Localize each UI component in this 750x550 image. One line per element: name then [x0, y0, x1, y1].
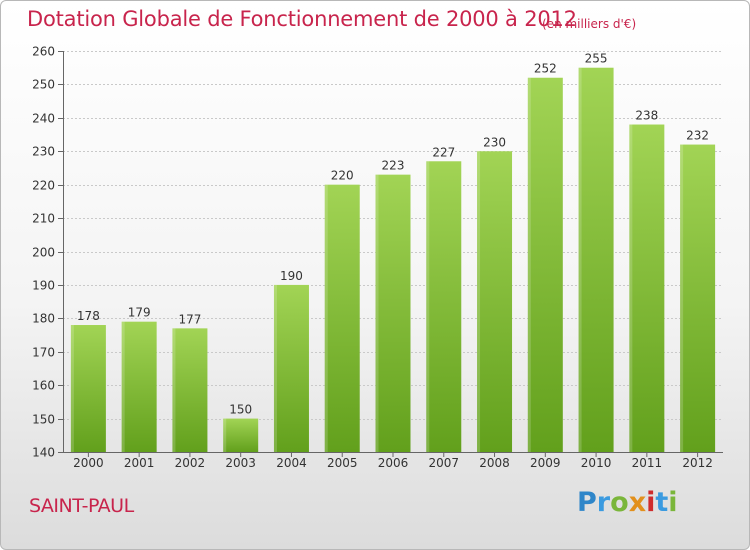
x-tick-label: 2003	[225, 456, 256, 470]
bar	[172, 328, 208, 452]
bar-highlight	[680, 144, 684, 453]
bar	[680, 144, 716, 453]
value-label: 252	[534, 62, 557, 76]
y-tick-label: 190	[32, 279, 55, 293]
x-tick-label: 2002	[175, 456, 206, 470]
y-tick-label: 250	[32, 78, 55, 92]
bar-highlight	[426, 161, 430, 452]
x-tick-label: 2012	[682, 456, 713, 470]
logo-letter: i	[668, 487, 678, 518]
x-tick-label: 2008	[479, 456, 510, 470]
bar	[578, 67, 614, 452]
logo-letter: x	[628, 487, 647, 518]
value-label: 230	[483, 135, 506, 149]
value-label: 227	[432, 145, 455, 159]
x-tick-label: 2011	[632, 456, 663, 470]
bar-highlight	[172, 328, 176, 452]
proxiti-logo: Proxiti	[577, 487, 678, 518]
bar-highlight	[223, 418, 227, 452]
bar-highlight	[375, 174, 379, 452]
bar-highlight	[273, 284, 277, 452]
bar	[375, 174, 411, 452]
y-tick-label: 200	[32, 246, 55, 260]
x-tick-label: 2006	[378, 456, 409, 470]
bar	[477, 151, 513, 452]
logo-letter: r	[596, 487, 611, 518]
bar-highlight	[324, 184, 328, 452]
logo-letter: P	[577, 487, 597, 518]
value-label: 232	[686, 129, 709, 143]
bar-highlight	[527, 77, 531, 452]
bar	[426, 161, 462, 452]
bar	[121, 321, 157, 452]
bar	[527, 77, 563, 452]
value-label: 255	[585, 52, 608, 66]
bar	[324, 184, 360, 452]
bar	[629, 124, 665, 453]
x-tick-label: 2005	[327, 456, 358, 470]
x-tick-label: 2000	[73, 456, 104, 470]
x-tick-label: 2007	[428, 456, 459, 470]
x-tick-label: 2010	[581, 456, 612, 470]
bar	[70, 325, 106, 452]
value-label: 223	[382, 159, 405, 173]
y-tick-label: 230	[32, 145, 55, 159]
value-label: 220	[331, 169, 354, 183]
y-tick-label: 220	[32, 179, 55, 193]
bar	[273, 284, 309, 452]
chart-title: Dotation Globale de Fonctionnement de 20…	[27, 7, 577, 31]
x-tick-label: 2004	[276, 456, 307, 470]
chart-subtitle: (en milliers d'€)	[542, 17, 637, 31]
x-tick-label: 2001	[124, 456, 155, 470]
logo-letter: i	[646, 487, 656, 518]
logo-letter: o	[610, 487, 629, 518]
y-tick-label: 240	[32, 112, 55, 126]
bars	[70, 67, 716, 453]
value-label: 190	[280, 269, 303, 283]
y-tick-label: 150	[32, 413, 55, 427]
value-label: 150	[229, 403, 252, 417]
bar-highlight	[629, 124, 633, 453]
y-tick-label: 170	[32, 346, 55, 360]
bar-highlight	[477, 151, 481, 452]
y-tick-label: 260	[32, 45, 55, 59]
value-label: 179	[128, 306, 151, 320]
y-tick-label: 160	[32, 379, 55, 393]
axes	[58, 51, 723, 457]
bar-highlight	[578, 67, 582, 452]
y-tick-label: 180	[32, 312, 55, 326]
value-label: 238	[635, 109, 658, 123]
logo-letter: t	[655, 487, 669, 518]
bar-highlight	[70, 325, 74, 452]
commune-name: SAINT-PAUL	[29, 495, 134, 517]
bar-highlight	[121, 321, 125, 452]
labels: 140 150 160 170 180 190 200 210 220 230 240 250 260 1…	[32, 45, 713, 471]
value-label: 178	[77, 309, 100, 323]
y-tick-label: 140	[32, 446, 55, 460]
x-tick-label: 2009	[530, 456, 561, 470]
value-label: 177	[178, 312, 201, 326]
y-tick-label: 210	[32, 212, 55, 226]
bar	[223, 418, 259, 452]
